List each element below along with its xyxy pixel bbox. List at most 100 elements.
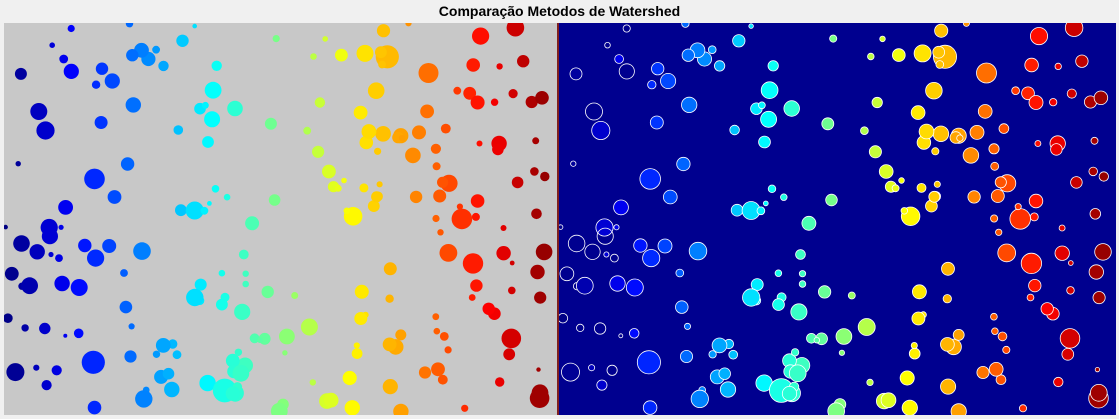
blob-right [760,110,778,128]
blob-right [618,63,635,80]
blob-right [1067,260,1074,266]
blob-right [1058,224,1066,232]
blob-right [911,311,926,326]
blob-right [732,34,746,48]
blob-right [911,284,927,300]
blob-right [591,121,611,141]
blob-left [511,176,524,189]
blob-left [36,121,55,140]
blob-right [790,303,808,321]
blob-right [642,400,658,415]
blob-left [371,191,383,203]
blob-left [437,374,448,385]
blob-right [878,164,894,179]
blob-right [772,298,785,311]
blob-left [376,181,383,188]
blob-right [781,385,798,402]
blob-left [202,101,209,109]
blob-right [606,364,618,376]
blob-right [719,381,737,398]
blob-right [857,318,876,336]
blob-left [476,140,483,147]
blob-left [536,367,541,372]
blob-left [359,183,369,193]
blob-left [508,89,518,99]
blob-left [506,23,525,37]
blob-right [931,147,940,156]
blob-left [152,350,161,358]
blob-right [1054,62,1062,71]
blob-left [412,125,426,140]
blob-right [742,288,761,307]
blob-left [204,81,222,99]
blob-right [962,23,970,27]
blob-right [714,60,726,72]
blob-left [482,302,495,315]
blob-right [976,62,997,84]
blob-right [942,294,952,304]
blob-right [639,168,661,190]
blob-left [517,55,530,68]
blob-right [603,251,610,258]
blob-right [891,184,900,193]
blob-right [1049,98,1058,107]
blob-right [871,96,883,109]
blob-left [128,323,135,330]
blob-right [798,280,807,288]
blob-right [584,243,601,260]
blob-left [496,63,503,70]
blob-left [359,135,374,150]
blob-left [176,34,189,47]
blob-right [1088,166,1098,177]
blob-left [351,348,363,359]
blob-right [956,134,964,142]
blob-left [58,200,73,215]
blob-left [63,333,68,338]
blob-right [867,52,875,61]
blob-left [59,54,69,64]
blob-left [192,23,197,29]
blob-left [282,350,288,356]
blob-right [569,67,583,81]
blob-left [500,225,507,231]
blob-right [681,96,698,114]
blob-right [760,81,779,99]
blob-right [990,189,1005,203]
blob-left [87,400,102,415]
blob-left [540,171,550,182]
blob-right [763,200,769,207]
blob-left [343,207,351,215]
blob-left [437,229,444,236]
blob-right [977,104,993,119]
blob-left [466,58,481,72]
blob-right [657,238,673,254]
blob-left [531,208,542,220]
blob-left [48,251,54,258]
blob-right [950,403,967,415]
blob-left [104,73,120,89]
blob-right [969,125,985,140]
blob-left [393,403,409,415]
blob-left [270,402,288,415]
blob-right [866,378,874,386]
blob-left [158,60,169,72]
blob-left [39,322,51,335]
blob-left [405,147,421,164]
blob-right [1054,245,1070,261]
blob-left [125,97,141,113]
blob-left [395,329,407,341]
blob-left [470,279,483,292]
blob-left [94,116,108,129]
blob-left [374,147,382,155]
blob-left [204,111,221,128]
blob-right [625,278,644,297]
blob-left [67,24,75,33]
blob-right [827,402,845,415]
blob-left [102,239,117,253]
blob-left [164,381,180,398]
blob-left [30,103,48,120]
blob-left [503,348,516,361]
blob-left [4,266,19,281]
blob-right [1014,203,1022,211]
left-blobs-canvas [4,23,553,415]
